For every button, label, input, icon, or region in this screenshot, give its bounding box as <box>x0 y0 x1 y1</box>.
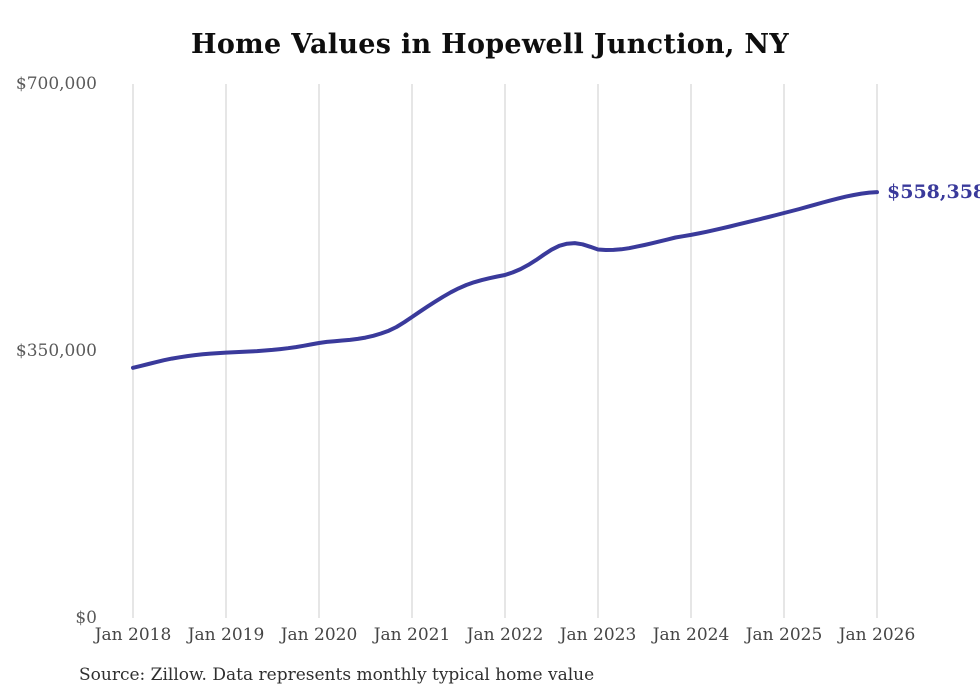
x-tick-label: Jan 2018 <box>94 625 172 645</box>
source-attribution: Source: Zillow. Data represents monthly … <box>79 665 595 685</box>
x-tick-label: Jan 2021 <box>373 625 451 645</box>
home-value-line-series <box>131 190 879 370</box>
x-tick-label: Jan 2023 <box>559 625 637 645</box>
y-tick-label: $350,000 <box>15 341 97 361</box>
latest-value-label: $558,358 <box>887 181 980 204</box>
chart-title: Home Values in Hopewell Junction, NY <box>191 29 789 60</box>
x-tick-label: Jan 2022 <box>466 625 544 645</box>
x-tick-label: Jan 2026 <box>838 625 916 645</box>
x-tick-label: Jan 2024 <box>652 625 730 645</box>
x-tick-label: Jan 2020 <box>280 625 358 645</box>
y-tick-label: $700,000 <box>15 74 97 94</box>
x-tick-label: Jan 2025 <box>745 625 823 645</box>
x-tick-label: Jan 2019 <box>187 625 265 645</box>
y-tick-label: $0 <box>75 608 97 628</box>
